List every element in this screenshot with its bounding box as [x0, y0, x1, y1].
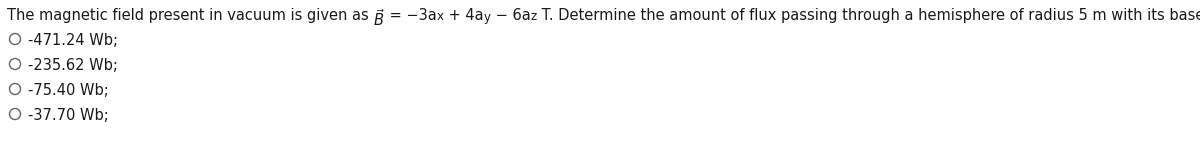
Text: y: y: [484, 11, 491, 24]
Text: T. Determine the amount of flux passing through a hemisphere of radius 5 m with : T. Determine the amount of flux passing …: [536, 8, 1200, 23]
Text: The magnetic field present in vacuum is given as: The magnetic field present in vacuum is …: [7, 8, 373, 23]
Text: = −3a: = −3a: [385, 8, 437, 23]
Text: − 6a: − 6a: [491, 8, 530, 23]
Text: $\vec{B}$: $\vec{B}$: [373, 8, 385, 29]
Text: x: x: [437, 11, 444, 24]
Text: -75.40 Wb;: -75.40 Wb;: [28, 83, 109, 98]
Text: + 4a: + 4a: [444, 8, 484, 23]
Text: -235.62 Wb;: -235.62 Wb;: [28, 58, 118, 73]
Text: -471.24 Wb;: -471.24 Wb;: [28, 33, 118, 48]
Text: -37.70 Wb;: -37.70 Wb;: [28, 108, 109, 123]
Text: z: z: [530, 11, 536, 24]
